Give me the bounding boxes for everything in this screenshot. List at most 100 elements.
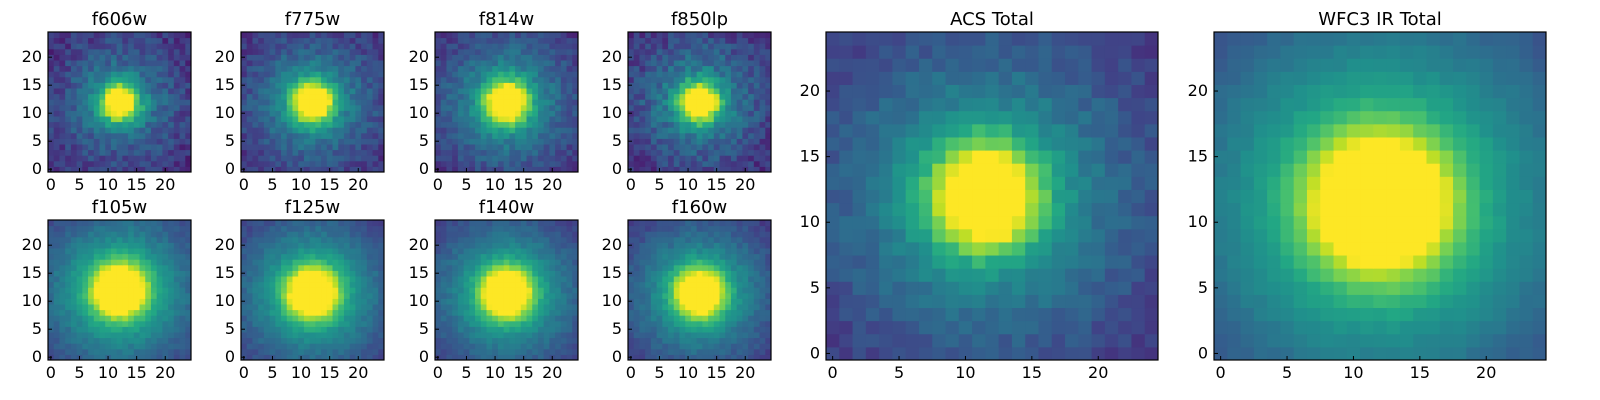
heatmap-cell: [480, 138, 487, 145]
heatmap-cell: [332, 110, 339, 117]
heatmap-cell: [566, 253, 573, 260]
heatmap-cell: [355, 71, 362, 78]
heatmap-cell: [639, 315, 646, 322]
heatmap-cell: [668, 138, 675, 145]
heatmap-cell: [549, 332, 556, 339]
heatmap-cell: [150, 304, 158, 311]
heatmap-cell: [321, 253, 328, 260]
heatmap-cell: [566, 354, 573, 361]
heatmap-cell: [258, 253, 265, 260]
heatmap-cell: [162, 264, 169, 271]
heatmap-cell: [110, 225, 118, 232]
heatmap-cell: [480, 155, 487, 162]
heatmap-cell: [179, 127, 186, 134]
heatmap-cell: [315, 32, 322, 39]
heatmap-cell: [116, 343, 123, 350]
heatmap-cell: [321, 264, 328, 271]
heatmap-cell: [690, 155, 698, 162]
heatmap-cell: [326, 71, 334, 78]
heatmap-cell: [315, 166, 322, 173]
heatmap-cell: [315, 65, 322, 72]
heatmap-cell: [656, 54, 663, 61]
heatmap-cell: [315, 110, 322, 117]
heatmap-cell: [53, 320, 60, 327]
heatmap-cell: [520, 298, 528, 305]
heatmap-cell: [59, 60, 66, 67]
heatmap-cell: [486, 88, 493, 95]
heatmap-cell: [258, 76, 265, 83]
heatmap-cell: [645, 71, 652, 78]
heatmap-cell: [435, 309, 442, 316]
heatmap-cell: [59, 155, 66, 162]
heatmap-cell: [76, 270, 83, 277]
heatmap-cell: [321, 71, 328, 78]
heatmap-cell: [702, 276, 709, 283]
heatmap-cell: [656, 348, 663, 355]
heatmap-cell: [509, 144, 516, 151]
heatmap-cell: [263, 337, 271, 344]
heatmap-cell: [99, 236, 106, 243]
heatmap-cell: [713, 138, 721, 145]
heatmap-cell: [515, 116, 522, 123]
heatmap-cell: [150, 264, 158, 271]
heatmap-cell: [662, 270, 669, 277]
heatmap-cell: [82, 82, 89, 89]
heatmap-cell: [179, 276, 186, 283]
heatmap-cell: [549, 110, 556, 117]
heatmap-cell: [532, 298, 539, 305]
heatmap-cell: [685, 337, 692, 344]
heatmap-cell: [99, 166, 106, 173]
heatmap-cell: [543, 104, 550, 111]
heatmap-cell: [435, 116, 442, 123]
heatmap-cell: [343, 298, 351, 305]
heatmap-cell: [457, 292, 465, 299]
heatmap-cell: [719, 320, 726, 327]
heatmap-cell: [361, 93, 368, 100]
heatmap-cell: [303, 292, 311, 299]
heatmap-cell: [492, 138, 499, 145]
heatmap-cell: [759, 160, 766, 167]
heatmap-cell: [65, 65, 72, 72]
heatmap-cell: [99, 276, 106, 283]
heatmap-cell: [168, 281, 175, 288]
heatmap-cell: [497, 160, 505, 167]
heatmap-cell: [645, 315, 652, 322]
heatmap-cell: [343, 264, 351, 271]
heatmap-cell: [702, 155, 709, 162]
heatmap-cell: [668, 99, 675, 106]
heatmap-cell: [145, 348, 152, 355]
heatmap-cell: [343, 82, 351, 89]
heatmap-cell: [355, 242, 362, 249]
heatmap-cell: [156, 121, 163, 128]
heatmap-cell: [713, 65, 721, 72]
heatmap-cell: [475, 104, 482, 111]
heatmap-cell: [480, 88, 487, 95]
heatmap-cell: [349, 253, 356, 260]
heatmap-cell: [338, 231, 345, 238]
heatmap-cell: [446, 54, 453, 61]
heatmap-cell: [173, 326, 181, 333]
heatmap-cell: [70, 236, 78, 243]
heatmap-cell: [509, 231, 516, 238]
heatmap-cell: [378, 93, 385, 100]
heatmap-cell: [532, 332, 539, 339]
heatmap-cell: [156, 337, 163, 344]
heatmap-cell: [332, 127, 339, 134]
heatmap-cell: [168, 65, 175, 72]
heatmap-cell: [48, 253, 55, 260]
heatmap-cell: [122, 326, 129, 333]
heatmap-cell: [736, 304, 743, 311]
heatmap-cell: [286, 121, 293, 128]
heatmap-cell: [673, 166, 680, 173]
heatmap-cell: [753, 37, 761, 44]
heatmap-cell: [122, 104, 129, 111]
heatmap-cell: [99, 298, 106, 305]
heatmap-cell: [286, 54, 293, 61]
heatmap-cell: [645, 88, 652, 95]
heatmap-cell: [742, 54, 749, 61]
heatmap-cell: [537, 315, 545, 322]
heatmap-cell: [492, 76, 499, 83]
heatmap-cell: [133, 270, 141, 277]
heatmap-cell: [753, 332, 761, 339]
